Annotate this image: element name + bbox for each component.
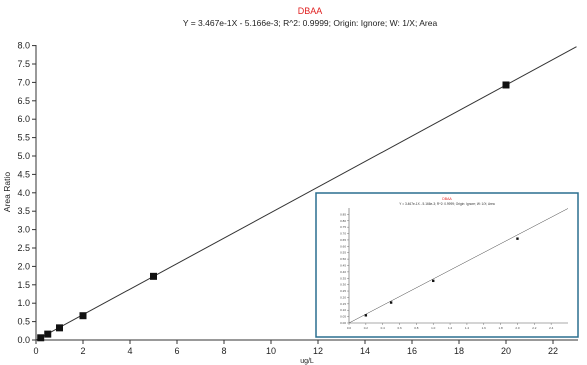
inset-fit-line [348,208,569,324]
x-tick-label: 8 [221,346,226,356]
inset-y-tick-label: 0.30 [340,283,346,287]
data-point [150,272,157,280]
data-point [56,324,63,332]
y-tick-label: 5.5 [17,133,30,143]
y-tick-label: 5.0 [17,151,30,161]
inset-chart: DBAA Y = 3.467e-1X - 5.166e-3; R^2: 0.99… [315,192,579,338]
inset-y-tick-label: 0.35 [340,276,346,280]
fit-line-group [36,46,577,341]
inset-subtitle: Y = 3.467e-1X - 5.166e-3; R^2: 0.9999; O… [399,202,495,206]
inset-y-ticks: 0.00 0.05 0.10 0.15 0.20 0.25 0.30 0.35 0.40 0.45… [340,212,349,325]
inset-y-tick-label: 0.85 [340,212,346,216]
inset-y-tick-label: 0.70 [340,232,346,236]
y-tick-label: 2.0 [17,261,30,271]
y-ticks: 0.0 0.5 1.0 1.5 2.0 2.5 3.0 3.5 4.0 4.5 5.0 5.5 6.0 6… [17,41,36,345]
inset-fit-line-group [348,208,569,324]
inset-x-tick-label: 2.2 [532,326,537,330]
y-tick-label: 0.5 [17,317,30,327]
y-tick-label: 1.0 [17,298,30,308]
inset-y-tick-label: 0.20 [340,295,346,299]
y-tick-label: 6.0 [17,114,30,124]
data-point [44,330,52,338]
data-point [37,334,45,342]
inset-x-tick-label: 1.4 [465,326,470,330]
inset-x-tick-label: 2.0 [515,326,520,330]
data-point [79,312,87,320]
inset-y-tick-label: 0.15 [340,302,346,306]
x-tick-label: 6 [174,346,179,356]
inset-x-tick-label: 0.2 [364,326,369,330]
inset-y-tick-label: 0.45 [340,264,346,268]
inset-data-point [364,314,368,317]
chart-subtitle: Y = 3.467e-1X - 5.166e-3; R^2: 0.9999; O… [183,18,438,28]
y-tick-label: 4.5 [17,169,30,179]
y-tick-label: 3.0 [17,225,30,235]
x-tick-label: 22 [548,346,558,356]
y-tick-label: 7.0 [17,77,30,87]
inset-y-tick-label: 0.80 [340,219,346,223]
x-tick-label: 0 [33,346,38,356]
x-tick-label: 16 [407,346,417,356]
inset-x-tick-label: 1.2 [448,326,453,330]
y-tick-label: 0.0 [17,335,30,345]
inset-x-tick-label: 1.6 [482,326,487,330]
y-tick-label: 7.5 [17,59,30,69]
inset-frame [315,192,579,338]
inset-y-tick-label: 0.60 [340,244,346,248]
inset-x-tick-label: 0.6 [397,326,402,330]
inset-x-tick-label: 1.0 [431,326,436,330]
x-tick-label: 18 [454,346,464,356]
inset-y-tick-label: 0.40 [340,270,346,274]
y-tick-label: 6.5 [17,96,30,106]
inset-x-tick-label: 2.4 [549,326,554,330]
inset-x-ticks: 0.0 0.2 0.4 0.6 0.8 1.0 1.2 1.4 1.6 1.8 2.0 2.2 2.4 [347,323,554,330]
x-axis-label: ug/L [300,358,314,365]
y-axis-label: Area Ratio [2,172,12,212]
y-tick-label: 3.5 [17,206,30,216]
inset-data-point [432,279,435,283]
inset-x-tick-label: 1.8 [499,326,504,330]
inset-data-points [364,237,519,317]
chart-title: DBAA [298,6,323,16]
inset-x-tick-label: 0.8 [414,326,419,330]
inset-x-tick-label: 0.0 [347,326,352,330]
inset-x-tick-label: 0.4 [381,326,386,330]
y-tick-label: 2.5 [17,243,30,253]
inset-y-tick-label: 0.65 [340,238,346,242]
inset-title: DBAA [442,197,452,201]
inset-y-tick-label: 0.25 [340,289,346,293]
data-point [502,81,510,89]
data-points [37,81,510,342]
x-tick-label: 20 [501,346,511,356]
x-tick-label: 12 [313,346,323,356]
y-tick-label: 1.5 [17,280,30,290]
fit-line [36,46,577,341]
inset-y-tick-label: 0.00 [340,321,346,325]
x-tick-label: 4 [127,346,132,356]
y-tick-label: 4.0 [17,188,30,198]
inset-data-point [389,301,393,304]
x-tick-label: 14 [360,346,370,356]
x-tick-label: 10 [266,346,276,356]
inset-y-tick-label: 0.10 [340,308,346,312]
x-tick-label: 2 [80,346,85,356]
inset-data-point [516,237,519,240]
inset-y-tick-label: 0.50 [340,257,346,261]
inset-y-tick-label: 0.75 [340,225,346,229]
y-tick-label: 8.0 [17,41,30,51]
x-ticks: 0 2 4 6 8 10 12 14 16 18 20 22 [33,340,558,356]
inset-y-tick-label: 0.55 [340,251,346,255]
inset-y-tick-label: 0.05 [340,315,346,319]
